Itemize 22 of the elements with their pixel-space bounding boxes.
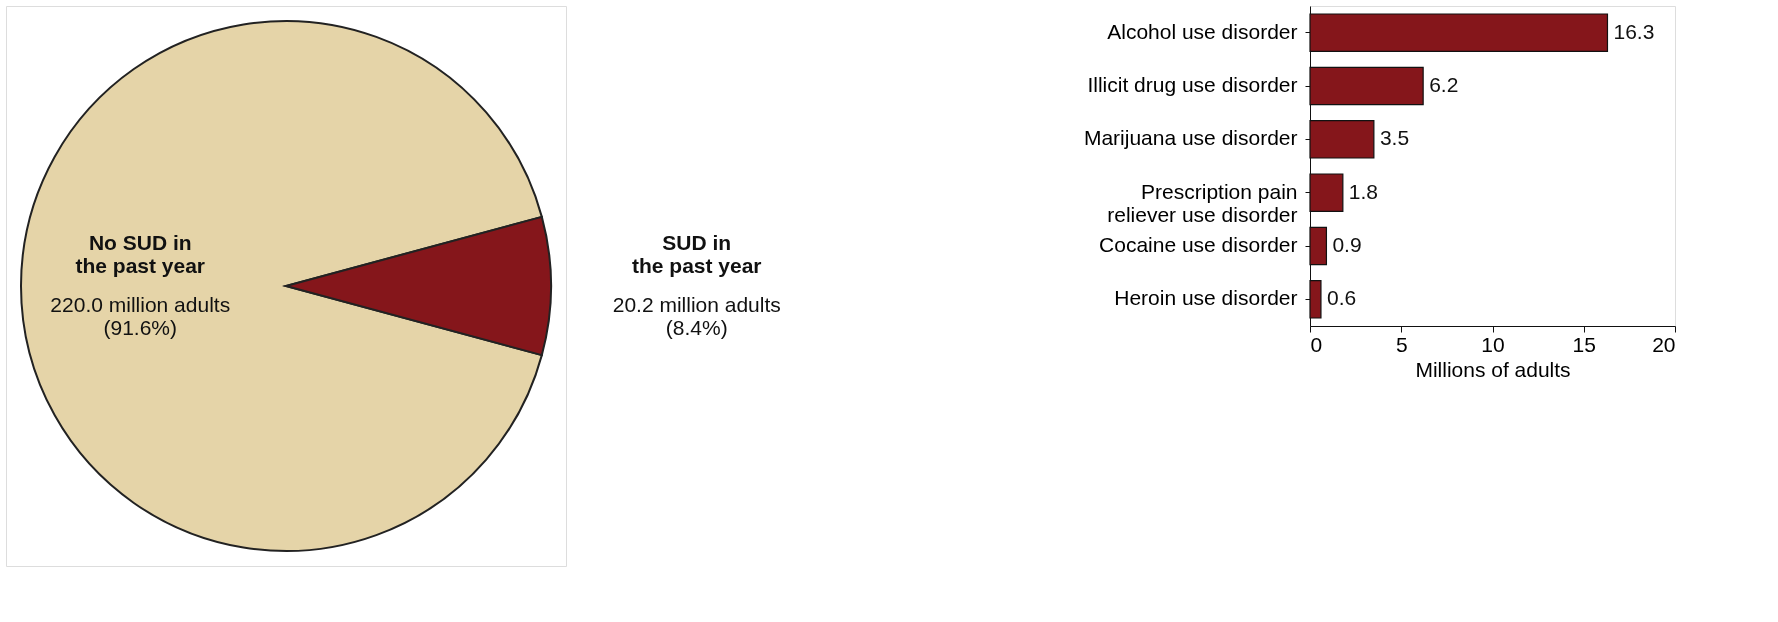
y-tick-label: Cocaine use disorder (1099, 233, 1298, 256)
y-tick-label: Marijuana use disorder (1083, 126, 1298, 150)
data-label: 16.3 (1613, 19, 1655, 43)
x-tick-label: 20 (1652, 332, 1676, 356)
x-tick-label: 5 (1395, 332, 1408, 356)
x-tick-label: 15 (1572, 332, 1596, 356)
y-tick-label: Heroin use disorder (1114, 286, 1298, 310)
data-label: 0.9 (1332, 233, 1362, 256)
y-tick-label: Illicit drug use disorder (1087, 73, 1298, 96)
x-axis-title: Millions of adults (1415, 357, 1571, 381)
data-label: 0.6 (1326, 286, 1357, 310)
data-label: 3.5 (1379, 126, 1410, 150)
data-label: 20.2 million adults (8.4%) (612, 293, 781, 339)
slice-label: SUD in the past year (631, 231, 762, 277)
y-tick-label: Prescription pain reliever use disorder (1107, 179, 1298, 226)
y-tick-label: Alcohol use disorder (1107, 19, 1298, 43)
data-label: 6.2 (1429, 73, 1459, 96)
x-tick-label: 0 (1310, 332, 1323, 356)
x-tick-label: 10 (1481, 332, 1505, 356)
slice-label: No SUD in the past year (75, 231, 206, 277)
data-label: 1.8 (1348, 179, 1379, 203)
data-label: 220.0 million adults (91.6%) (50, 293, 231, 339)
